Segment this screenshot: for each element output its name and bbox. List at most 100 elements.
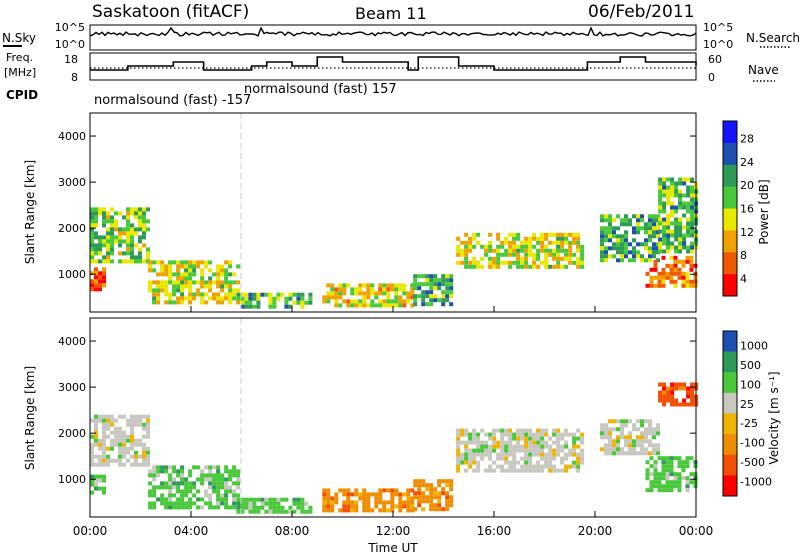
heatmap-cell	[160, 264, 165, 269]
heatmap-cell	[674, 245, 679, 250]
heatmap-cell	[118, 243, 122, 248]
heatmap-cell	[240, 509, 245, 514]
heatmap-cell	[184, 505, 189, 510]
heatmap-cell	[445, 507, 450, 512]
heatmap-cell	[228, 284, 233, 289]
heatmap-cell	[413, 302, 418, 307]
heatmap-cell	[662, 177, 667, 182]
heatmap-cell	[382, 283, 387, 288]
heatmap-cell	[472, 256, 477, 261]
heatmap-cell	[288, 292, 293, 297]
heatmap-cell	[449, 483, 454, 488]
heatmap-cell	[532, 440, 537, 445]
heatmap-cell	[612, 447, 616, 452]
heatmap-cell	[644, 435, 648, 440]
heatmap-cell	[350, 299, 355, 304]
heatmap-cell	[540, 428, 545, 433]
heatmap-cell	[669, 279, 674, 284]
heatmap-cell	[456, 236, 461, 241]
heatmap-cell	[134, 458, 138, 463]
heatmap-cell	[421, 479, 426, 484]
heatmap-cell	[445, 479, 450, 484]
heatmap-cell	[437, 495, 442, 500]
heatmap-cell	[232, 497, 237, 502]
heatmap-cell	[378, 488, 383, 493]
heatmap-cell	[370, 303, 375, 308]
heatmap-cell	[636, 427, 640, 432]
heatmap-cell	[164, 481, 169, 486]
heatmap-cell	[673, 283, 678, 288]
heatmap-cell	[346, 492, 351, 497]
heatmap-cell	[508, 244, 513, 249]
heatmap-cell	[652, 234, 656, 239]
heatmap-cell	[114, 227, 118, 232]
heatmap-cell	[406, 504, 411, 509]
heatmap-cell	[644, 222, 648, 227]
heatmap-cell	[180, 272, 185, 277]
heatmap-cell	[244, 300, 249, 305]
heatmap-cell	[94, 207, 98, 212]
heatmap-cell	[500, 252, 505, 257]
heatmap-cell	[188, 469, 193, 474]
heatmap-cell	[649, 464, 654, 469]
heatmap-cell	[366, 287, 371, 292]
heatmap-cell	[468, 236, 473, 241]
heatmap-cell	[256, 509, 261, 514]
heatmap-cell	[496, 264, 501, 269]
heatmap-cell	[134, 442, 138, 447]
heatmap-cell	[168, 276, 173, 281]
heatmap-cell	[350, 500, 355, 505]
heatmap-cell	[94, 247, 98, 252]
heatmap-cell	[188, 292, 193, 297]
heatmap-cell	[268, 509, 273, 514]
heatmap-cell	[146, 458, 150, 463]
heatmap-cell	[220, 288, 225, 293]
heatmap-cell	[342, 283, 347, 288]
heatmap-cell	[90, 251, 94, 256]
heatmap-cell	[488, 264, 493, 269]
heatmap-cell	[224, 272, 229, 277]
x-tick-label: 16:00	[477, 524, 512, 538]
heatmap-cell	[645, 472, 650, 477]
heatmap-cell	[272, 304, 277, 309]
heatmap-cell	[468, 440, 473, 445]
heatmap-cell	[308, 296, 313, 301]
heatmap-cell	[268, 497, 273, 502]
heatmap-cell	[560, 256, 565, 261]
heatmap-cell	[130, 239, 134, 244]
heatmap-cell	[220, 272, 225, 277]
heatmap-cell	[512, 252, 517, 257]
heatmap-cell	[138, 227, 142, 232]
heatmap-cell	[661, 456, 666, 461]
heatmap-cell	[126, 438, 130, 443]
heatmap-cell	[608, 214, 612, 219]
colorbar-tick-label: -100	[740, 437, 765, 450]
heatmap-cell	[342, 299, 347, 304]
heatmap-cell	[142, 235, 146, 240]
heatmap-cell	[338, 287, 343, 292]
heatmap-cell	[544, 256, 549, 261]
heatmap-cell	[106, 458, 110, 463]
heatmap-cell	[556, 428, 561, 433]
heatmap-cell	[224, 489, 229, 494]
heatmap-cell	[548, 464, 553, 469]
x-tick-label: 08:00	[275, 524, 310, 538]
heatmap-cell	[516, 444, 521, 449]
heatmap-cell	[142, 434, 146, 439]
heatmap-cell	[180, 292, 185, 297]
heatmap-cell	[556, 444, 561, 449]
heatmap-cell	[188, 284, 193, 289]
heatmap-cell	[366, 295, 371, 300]
heatmap-cell	[544, 460, 549, 465]
heatmap-cell	[496, 428, 501, 433]
heatmap-cell	[468, 436, 473, 441]
heatmap-cell	[560, 264, 565, 269]
heatmap-cell	[670, 233, 675, 238]
heatmap-cell	[180, 296, 185, 301]
heatmap-cell	[172, 284, 177, 289]
heatmap-cell	[656, 226, 660, 231]
heatmap-cell	[130, 251, 134, 256]
heatmap-cell	[180, 280, 185, 285]
heatmap-cell	[180, 276, 185, 281]
heatmap-cell	[677, 484, 682, 489]
